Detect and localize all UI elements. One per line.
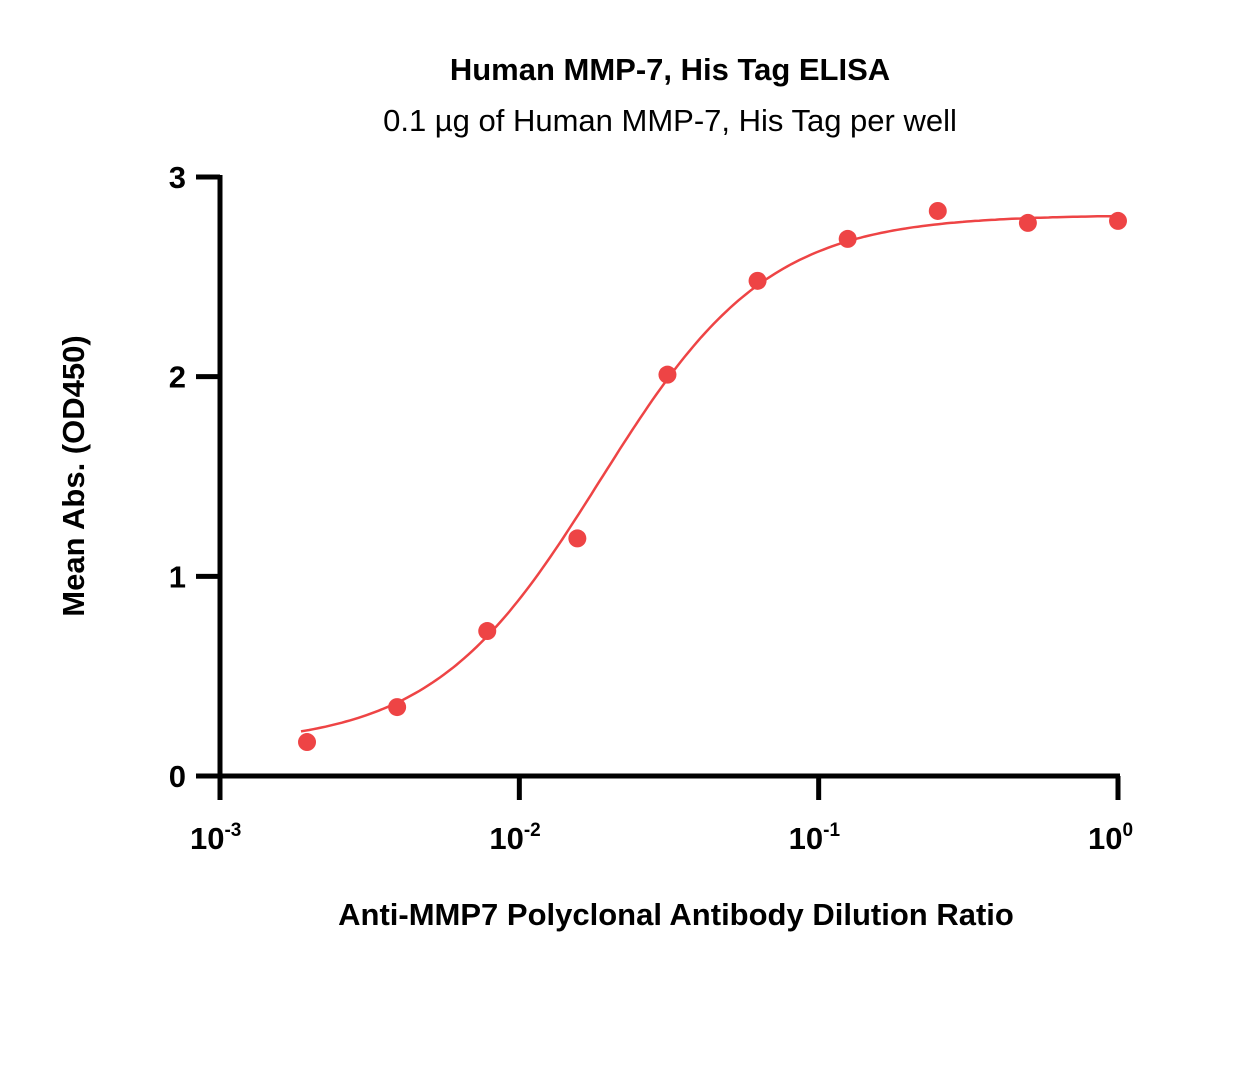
x-tick-base: 10 [190, 821, 224, 856]
x-tick-base: 10 [489, 821, 523, 856]
data-point [658, 365, 677, 384]
chart-title: Human MMP-7, His Tag ELISA [450, 52, 890, 87]
data-point [568, 529, 587, 548]
data-point [388, 698, 407, 717]
data-point [1109, 211, 1127, 230]
data-point [748, 271, 767, 290]
x-tick-base: 10 [789, 821, 823, 856]
x-tick-label: 10-2 [489, 820, 540, 856]
y-tick-label: 3 [169, 160, 186, 195]
x-tick-label: 10-3 [190, 820, 241, 856]
y-tick-label: 1 [169, 559, 186, 594]
data-point [298, 733, 317, 752]
x-tick-exponent: -1 [823, 820, 840, 841]
chart-subtitle: 0.1 µg of Human MMP-7, His Tag per well [383, 103, 957, 138]
x-tick-exponent: 0 [1122, 820, 1133, 841]
data-point [928, 201, 947, 220]
y-tick-label: 2 [169, 360, 186, 395]
x-tick-label: 10-1 [789, 820, 841, 856]
data-point [478, 622, 497, 641]
x-tick-label: 100 [1088, 820, 1133, 856]
x-axis-label: Anti-MMP7 Polyclonal Antibody Dilution R… [338, 897, 1014, 932]
y-tick-label: 0 [169, 759, 186, 794]
data-point [1018, 213, 1037, 232]
x-tick-base: 10 [1088, 821, 1122, 856]
x-tick-exponent: -3 [224, 820, 241, 841]
x-tick-exponent: -2 [524, 820, 541, 841]
y-axis-label: Mean Abs. (OD450) [56, 335, 91, 616]
fit-curve [300, 214, 1119, 733]
data-point [838, 229, 857, 248]
